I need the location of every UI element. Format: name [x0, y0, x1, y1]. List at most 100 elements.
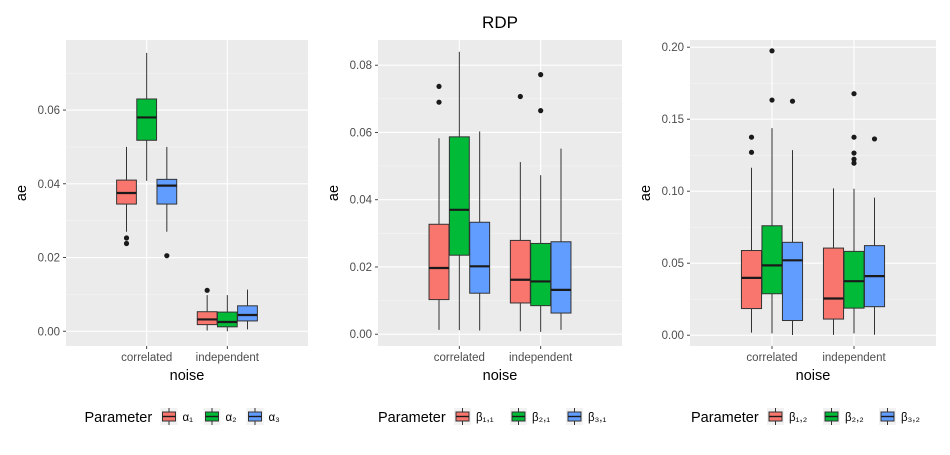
- box-body: [530, 242, 552, 307]
- box-body: [156, 178, 178, 205]
- legend-title: Parameter: [378, 410, 446, 426]
- legend-label: α₁: [183, 412, 194, 424]
- box-body: [509, 239, 531, 304]
- x-tick-label: correlated: [121, 352, 172, 364]
- outlier-point: [851, 134, 857, 140]
- outlier-point: [436, 99, 442, 105]
- legend-label: α₂: [226, 412, 237, 424]
- box-body: [761, 225, 783, 295]
- plot-background: [378, 40, 622, 346]
- box-body: [469, 221, 491, 294]
- box-body: [740, 250, 763, 310]
- x-axis-title: noise: [170, 368, 205, 384]
- outlier-point: [851, 160, 857, 166]
- y-tick-label: 0.06: [350, 127, 372, 139]
- panel-2: 0.00 0.02 0.04 0.06 0.08 correlated independen…: [326, 40, 622, 426]
- legend-label: β₂,₂: [845, 412, 864, 424]
- y-tick-label: 0.04: [38, 179, 61, 191]
- y-axis-title: ae: [14, 185, 30, 201]
- y-tick-label: 0.10: [662, 186, 684, 198]
- outlier-point: [851, 91, 857, 97]
- y-tick-label: 0.20: [662, 42, 684, 54]
- outlier-point: [164, 253, 170, 259]
- panel-3: 0.00 0.05 0.10 0.15 0.20 correlated independen…: [638, 40, 936, 426]
- legend-label: β₁,₂: [789, 412, 807, 424]
- y-tick-label: 0.00: [350, 329, 372, 341]
- outlier-point: [851, 156, 857, 162]
- legend-label: β₃,₂: [901, 412, 920, 424]
- box-β₃,₂-independent: [863, 136, 886, 335]
- box-β₃,₁-independent: [550, 148, 572, 330]
- legend-label: β₂,₁: [532, 412, 550, 424]
- x-tick-label: correlated: [746, 352, 797, 364]
- y-tick-label: 0.00: [38, 326, 60, 338]
- outlier-point: [748, 134, 755, 140]
- legend-label: β₁,₁: [476, 412, 494, 424]
- chart-title: RDP: [482, 13, 518, 32]
- y-axis-title: ae: [326, 185, 342, 201]
- box-β₁,₁-correlated: [428, 83, 450, 330]
- box-α₃-correlated: [156, 146, 178, 259]
- plot-background: [66, 40, 308, 346]
- plot-background: [690, 40, 936, 346]
- box-α₁-correlated: [116, 146, 137, 247]
- box-body: [216, 311, 238, 328]
- x-tick-label: independent: [509, 352, 573, 364]
- y-tick-label: 0.02: [350, 262, 372, 274]
- outlier-point: [436, 83, 442, 90]
- legend: Parameter α₁ α₂ α₃: [85, 408, 281, 426]
- y-tick-label: 0.00: [662, 330, 684, 342]
- x-tick-label: independent: [822, 352, 886, 364]
- box-body: [196, 311, 218, 326]
- box-body: [781, 241, 804, 322]
- outlier-point: [538, 108, 544, 114]
- outlier-point: [123, 235, 130, 241]
- box-body: [428, 223, 450, 301]
- box-β₃,₁-correlated: [469, 131, 491, 331]
- box-body: [448, 136, 470, 256]
- legend: Parameter β₁,₂ β₂,₂ β₃,₂: [691, 408, 920, 426]
- y-tick-label: 0.06: [38, 105, 60, 117]
- box-β₁,₂-independent: [822, 188, 845, 335]
- x-tick-label: independent: [196, 352, 260, 364]
- x-axis-title: noise: [483, 368, 518, 384]
- outlier-point: [517, 93, 523, 100]
- box-body: [136, 98, 158, 141]
- outlier-point: [204, 287, 210, 293]
- box-body: [550, 241, 572, 314]
- legend: Parameter β₁,₁ β₂,₁ β₃,₁: [378, 408, 606, 426]
- outlier-point: [851, 150, 857, 156]
- box-body: [822, 247, 845, 320]
- outlier-point: [789, 98, 796, 104]
- y-axis-title: ae: [638, 185, 654, 201]
- x-tick-label: correlated: [434, 352, 485, 364]
- legend-title: Parameter: [691, 410, 759, 426]
- legend-title: Parameter: [85, 410, 153, 426]
- legend-label: α₃: [269, 412, 281, 424]
- box-β₂,₁-correlated: [448, 51, 470, 331]
- panel-1: 0.00 0.02 0.04 0.06 correlated independent noi…: [14, 40, 308, 426]
- box-body: [843, 250, 865, 309]
- outlier-point: [123, 240, 130, 247]
- box-β₂,₂-independent: [843, 91, 865, 334]
- box-β₂,₁-independent: [530, 72, 552, 332]
- x-axis-title: noise: [796, 368, 831, 384]
- outlier-point: [769, 97, 775, 103]
- box-β₁,₁-independent: [509, 93, 531, 332]
- legend-label: β₃,₁: [588, 412, 606, 424]
- box-body: [237, 305, 258, 322]
- y-tick-label: 0.05: [662, 258, 684, 270]
- y-tick-label: 0.04: [350, 195, 373, 207]
- outlier-point: [748, 149, 755, 155]
- outlier-point: [769, 48, 775, 54]
- outlier-point: [871, 136, 878, 142]
- box-α₂-correlated: [136, 52, 158, 181]
- box-α₃-independent: [237, 289, 258, 330]
- y-tick-label: 0.15: [662, 114, 684, 126]
- box-β₃,₂-correlated: [781, 98, 804, 336]
- y-tick-label: 0.08: [350, 60, 372, 72]
- y-tick-label: 0.02: [38, 253, 60, 265]
- outlier-point: [538, 72, 544, 78]
